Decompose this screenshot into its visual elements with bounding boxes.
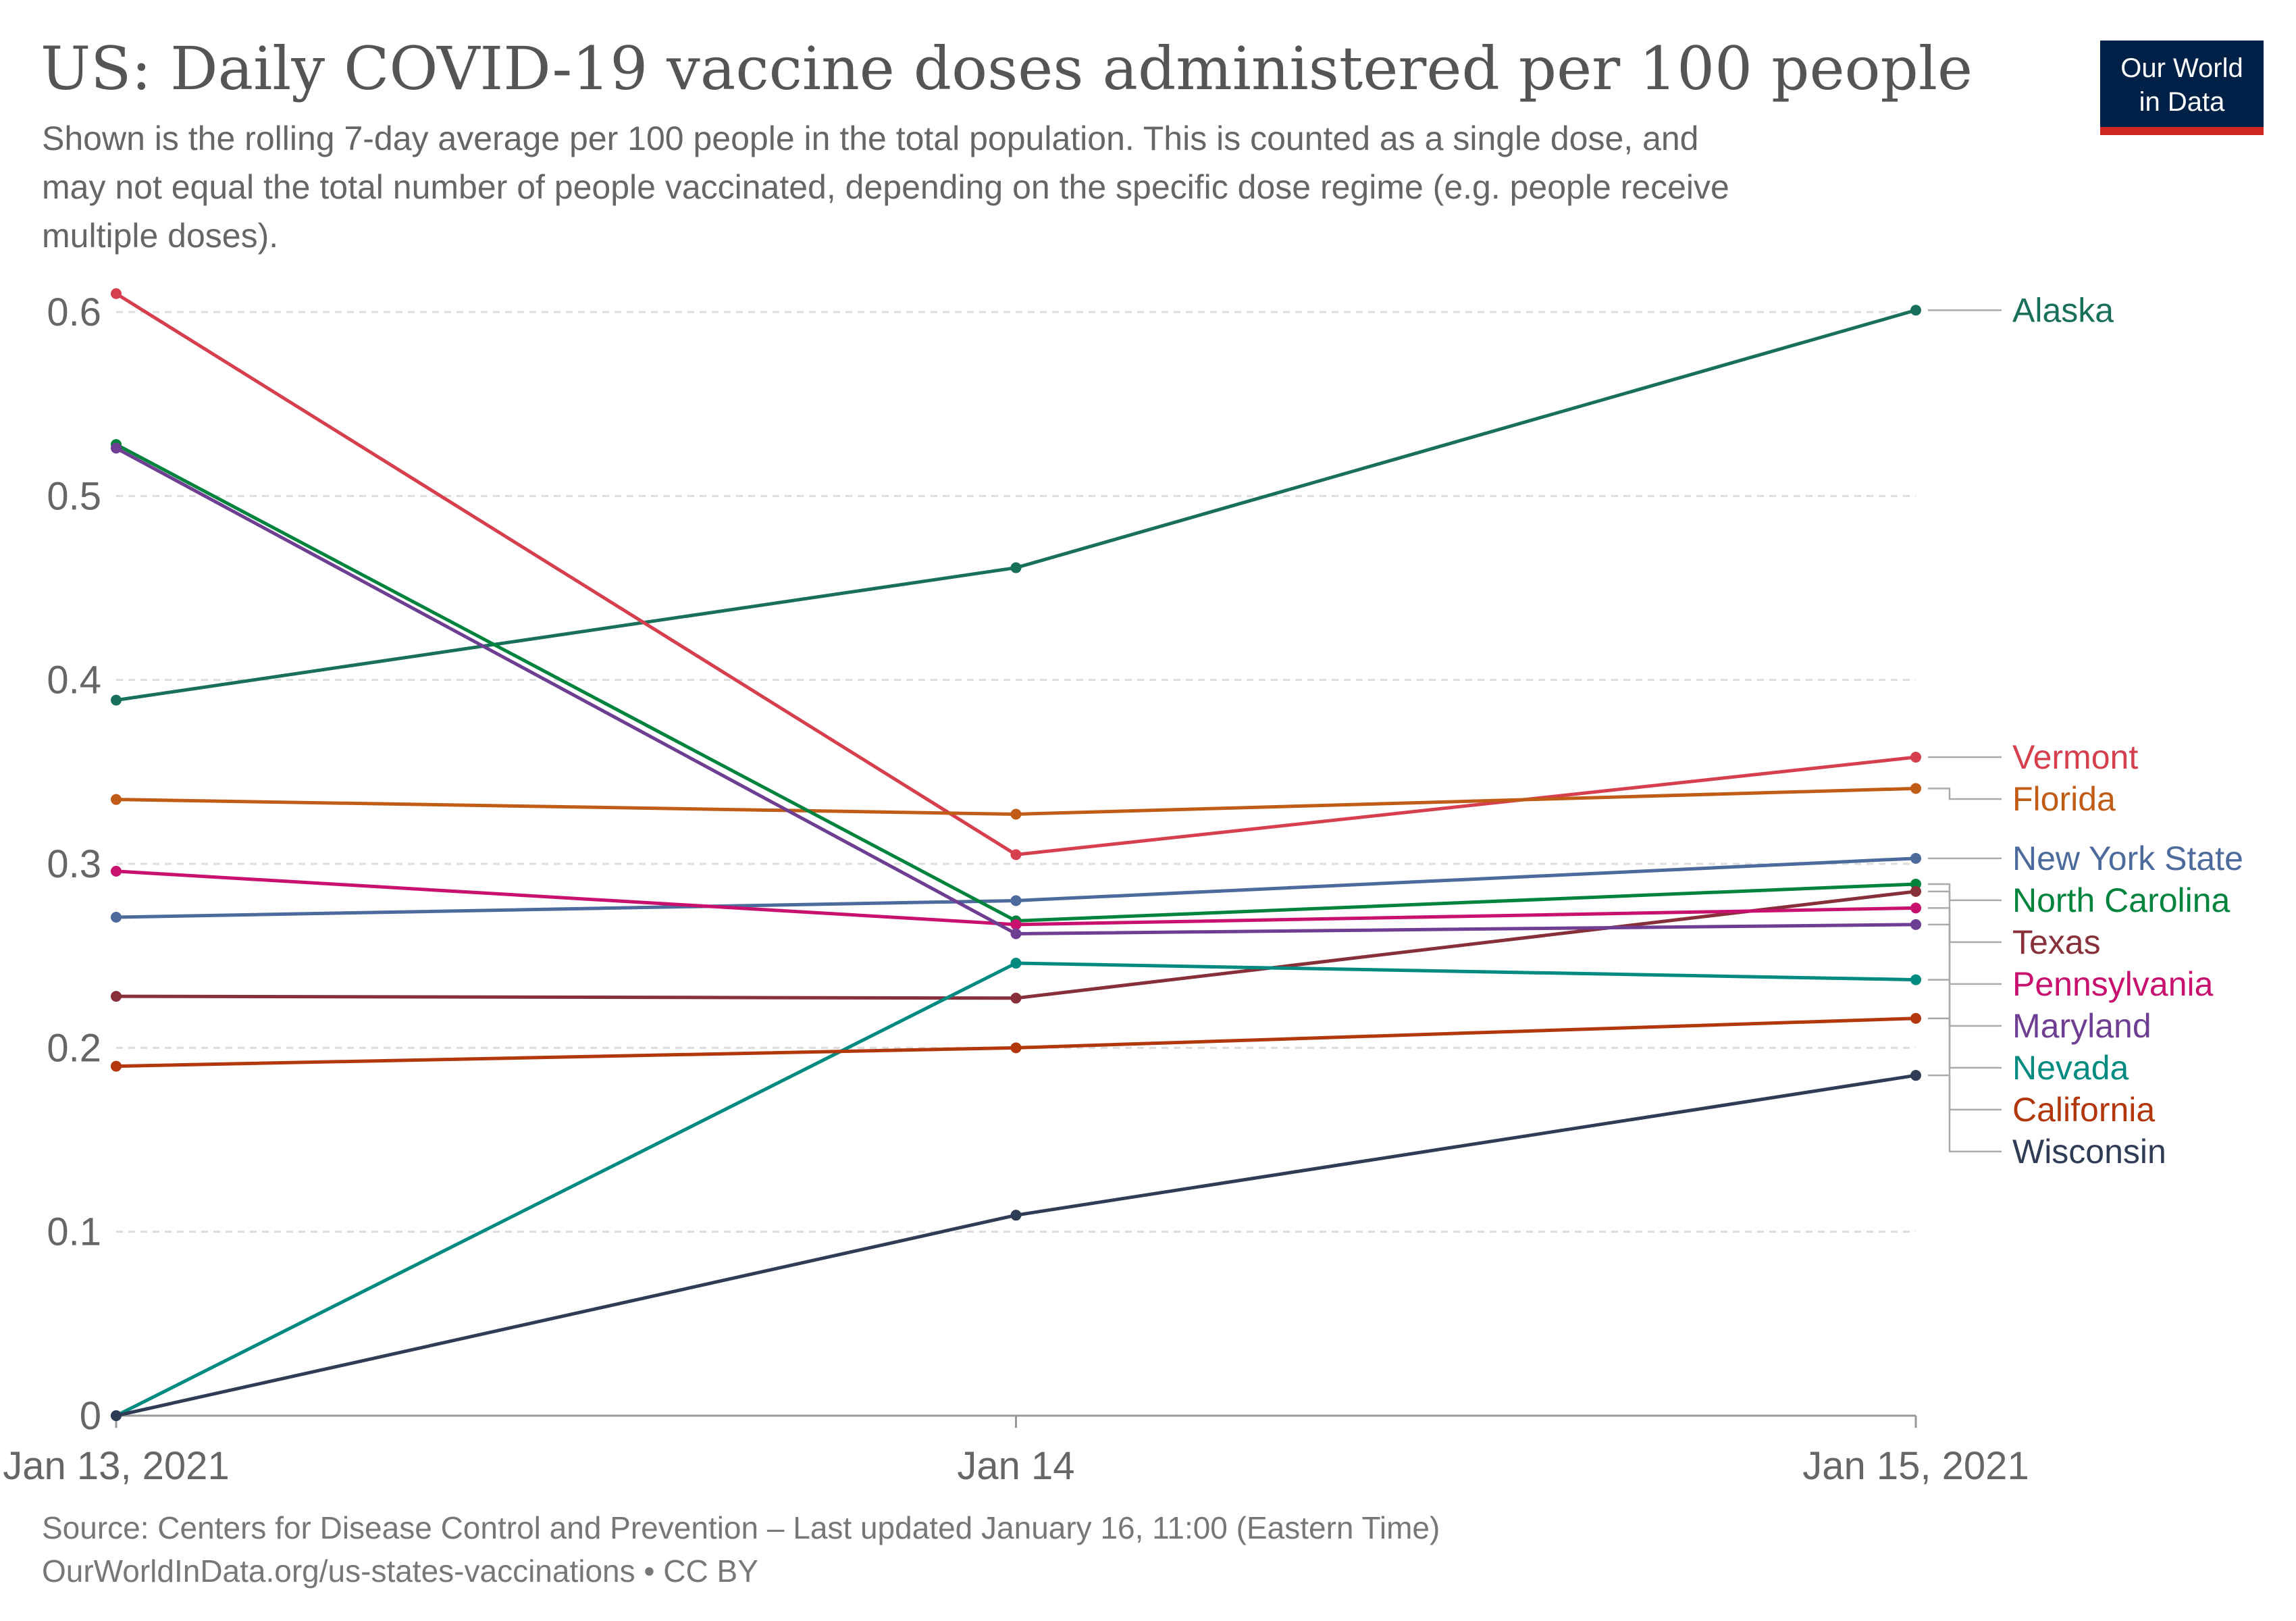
label-california[interactable]: California: [1928, 1017, 2155, 1129]
series-line[interactable]: [115, 961, 1916, 1418]
label-new-york-state[interactable]: New York State: [1928, 840, 2243, 877]
data-point[interactable]: [1910, 852, 1921, 864]
data-point[interactable]: [1010, 919, 1022, 930]
data-point[interactable]: [1910, 752, 1921, 763]
series-label[interactable]: Wisconsin: [2012, 1133, 2166, 1170]
data-point[interactable]: [111, 911, 122, 923]
series-pennsylvania[interactable]: [111, 865, 1921, 930]
series-line[interactable]: [115, 1073, 1916, 1418]
y-tick-label: 0.5: [47, 474, 101, 518]
series-label[interactable]: Alaska: [2012, 291, 2114, 329]
x-tick-label: Jan 13, 2021: [3, 1444, 229, 1488]
data-point[interactable]: [1010, 958, 1022, 969]
data-point[interactable]: [111, 694, 122, 706]
series-label[interactable]: Nevada: [2012, 1049, 2129, 1087]
series-florida[interactable]: [111, 783, 1921, 820]
y-tick-label: 0.4: [47, 659, 101, 702]
series-label[interactable]: North Carolina: [2012, 881, 2230, 919]
chart-subtitle-line-2: may not equal the total number of people…: [42, 168, 1729, 206]
label-pennsylvania[interactable]: Pennsylvania: [1928, 907, 2214, 1003]
series-line[interactable]: [115, 308, 1916, 702]
label-florida[interactable]: Florida: [1928, 780, 2116, 818]
series-label[interactable]: Florida: [2012, 780, 2116, 818]
data-point[interactable]: [111, 1060, 122, 1072]
label-leader-line: [1928, 1074, 2002, 1153]
data-point[interactable]: [1910, 1012, 1921, 1024]
series-new-york-state[interactable]: [111, 852, 1921, 923]
data-point[interactable]: [1010, 808, 1022, 820]
data-point[interactable]: [1010, 1210, 1022, 1221]
label-vermont[interactable]: Vermont: [1928, 738, 2138, 776]
label-leader-line: [1928, 907, 2002, 985]
y-tick-label: 0.1: [47, 1210, 101, 1254]
series-label[interactable]: Pennsylvania: [2012, 965, 2214, 1003]
series-line[interactable]: [115, 292, 1916, 856]
data-point[interactable]: [1910, 919, 1921, 930]
data-point[interactable]: [111, 991, 122, 1002]
data-point[interactable]: [1910, 305, 1921, 316]
label-leader-line: [1928, 1017, 2002, 1111]
logo-text-line-1: Our World: [2120, 53, 2243, 83]
label-leader-line: [1928, 788, 2002, 800]
footer-source: Source: Centers for Disease Control and …: [42, 1510, 1440, 1545]
data-point[interactable]: [1010, 992, 1022, 1004]
label-leader-line: [1928, 923, 2002, 1027]
y-tick-label: 0.2: [47, 1026, 101, 1070]
y-tick-label: 0: [80, 1394, 101, 1438]
label-north-carolina[interactable]: North Carolina: [1928, 881, 2230, 919]
series-california[interactable]: [111, 1012, 1921, 1072]
y-tick-label: 0.6: [47, 290, 101, 334]
data-point[interactable]: [111, 865, 122, 877]
series-labels: Alaska Vermont Florida New York State North …: [1928, 291, 2243, 1170]
label-maryland[interactable]: Maryland: [1928, 923, 2151, 1045]
label-leader-line: [1928, 979, 2002, 1069]
data-point[interactable]: [1010, 849, 1022, 860]
series-wisconsin[interactable]: [111, 1070, 1921, 1421]
series-vermont[interactable]: [111, 288, 1921, 860]
label-nevada[interactable]: Nevada: [1928, 979, 2129, 1087]
series-maryland[interactable]: [111, 442, 1921, 940]
footer-url[interactable]: OurWorldInData.org/us-states-vaccination…: [42, 1553, 758, 1589]
data-point[interactable]: [1010, 562, 1022, 573]
logo-accent-bar: [2100, 127, 2264, 135]
chart-subtitle-line-3: multiple doses).: [42, 217, 278, 255]
series-line[interactable]: [115, 1017, 1916, 1069]
series-line[interactable]: [115, 446, 1916, 935]
axes: 0 0.1 0.2 0.3 0.4 0.5 0.6 Jan 13, 2021 Jan 14 Jan…: [3, 290, 2029, 1488]
series-label[interactable]: California: [2012, 1091, 2155, 1129]
logo-text-line-2: in Data: [2139, 87, 2225, 117]
logo-background: [2100, 41, 2264, 135]
owid-logo[interactable]: Our World in Data: [2100, 41, 2264, 135]
data-point[interactable]: [1010, 928, 1022, 940]
label-alaska[interactable]: Alaska: [1928, 291, 2114, 329]
data-point[interactable]: [1010, 895, 1022, 906]
x-tick-label: Jan 14: [957, 1444, 1074, 1488]
series-label[interactable]: Maryland: [2012, 1007, 2151, 1045]
grid-lines: [116, 311, 1916, 1233]
data-point[interactable]: [111, 288, 122, 299]
data-point[interactable]: [1010, 1042, 1022, 1054]
data-point[interactable]: [111, 442, 122, 454]
data-point[interactable]: [111, 1410, 122, 1421]
series-lines: [111, 288, 1921, 1421]
data-point[interactable]: [1910, 902, 1921, 914]
y-tick-label: 0.3: [47, 842, 101, 886]
data-point[interactable]: [111, 794, 122, 805]
x-tick-label: Jan 15, 2021: [1802, 1444, 2029, 1488]
series-label[interactable]: New York State: [2012, 840, 2243, 877]
series-alaska[interactable]: [111, 305, 1921, 706]
data-point[interactable]: [1910, 783, 1921, 794]
data-point[interactable]: [1910, 885, 1921, 897]
series-label[interactable]: Texas: [2012, 923, 2101, 961]
chart-subtitle-line-1: Shown is the rolling 7-day average per 1…: [42, 120, 1699, 157]
data-point[interactable]: [1910, 974, 1921, 985]
label-leader-line: [1928, 890, 2002, 944]
series-label[interactable]: Vermont: [2012, 738, 2138, 776]
label-wisconsin[interactable]: Wisconsin: [1928, 1074, 2166, 1170]
label-texas[interactable]: Texas: [1928, 890, 2101, 961]
chart-title: US: Daily COVID-19 vaccine doses adminis…: [41, 34, 1973, 103]
series-line[interactable]: [115, 890, 1916, 1000]
data-point[interactable]: [1910, 1070, 1921, 1081]
